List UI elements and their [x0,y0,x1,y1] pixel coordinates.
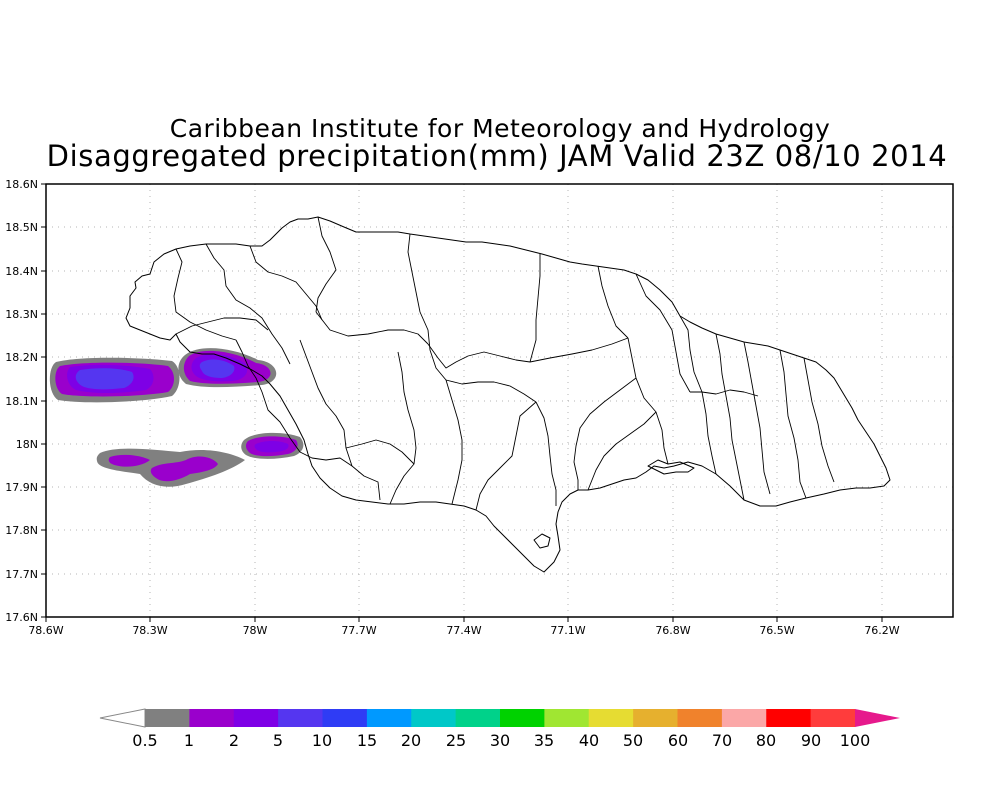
colorbar-boxes [145,709,856,727]
y-tick-label: 17.8N [5,524,38,537]
colorbar-label: 30 [490,731,510,750]
colorbar-box [500,709,545,727]
y-tick-label: 18N [16,438,38,451]
plot-frame [45,183,954,618]
colorbar-box [588,709,634,727]
colorbar-label: 35 [534,731,554,750]
colorbar-label: 80 [756,731,776,750]
colorbar-label: 50 [623,731,643,750]
colorbar-box [411,709,457,727]
y-tick-label: 17.9N [5,481,38,494]
precip-cell-west [49,357,180,403]
y-tick-label: 17.6N [5,611,38,624]
colorbar-box [233,709,279,727]
colorbar-box [544,709,590,727]
chart-title-institution: Caribbean Institute for Meteorology and … [169,114,831,143]
colorbar-label: 70 [712,731,732,750]
jamaica-coastline [125,216,891,573]
map-grid [46,184,953,617]
colorbar-box [455,709,501,727]
x-tick-label: 77.1W [550,624,585,637]
colorbar-labels: 0.5 1 2 5 10 15 20 25 30 35 40 50 60 70 … [132,731,870,750]
colorbar-box [766,709,812,727]
colorbar-label: 60 [668,731,688,750]
x-tick-label: 78.3W [132,624,167,637]
colorbar-label: 2 [229,731,239,750]
colorbar-label: 1 [184,731,194,750]
colorbar-box [322,709,368,727]
precip-cell-central [178,348,277,388]
y-tick-label: 18.5N [5,221,38,234]
x-axis-labels: 78.6W 78.3W 78W 77.7W 77.4W 77.1W 76.8W … [28,624,899,637]
x-tick-label: 78W [243,624,268,637]
colorbar-label: 15 [357,731,377,750]
colorbar-label: 20 [401,731,421,750]
x-tick-label: 78.6W [28,624,63,637]
jamaica-parish-boundaries [173,216,835,511]
colorbar: 0.5 1 2 5 10 15 20 25 30 35 40 50 60 70 … [99,708,900,750]
x-tick-label: 76.8W [655,624,690,637]
x-tick-label: 77.4W [446,624,481,637]
x-tick-label: 77.7W [341,624,376,637]
y-tick-label: 18.3N [5,308,38,321]
latitude-gridlines [46,226,953,575]
colorbar-box [810,709,856,727]
colorbar-label: 90 [801,731,821,750]
colorbar-under-triangle [99,708,146,728]
colorbar-box [366,709,412,727]
y-tick-label: 17.7N [5,568,38,581]
y-axis-labels: 17.6N 17.7N 17.8N 17.9N 18N 18.1N 18.2N … [5,178,38,624]
x-tick-label: 76.2W [864,624,899,637]
precip-cell-southwest [96,448,246,487]
colorbar-label: 100 [840,731,871,750]
colorbar-over-triangle [855,709,900,727]
colorbar-label: 25 [446,731,466,750]
x-tick-label: 76.5W [759,624,794,637]
colorbar-label: 5 [273,731,283,750]
colorbar-box [633,709,679,727]
colorbar-label: 10 [312,731,332,750]
y-tick-label: 18.4N [5,265,38,278]
colorbar-box [189,709,235,727]
precipitation-field [49,348,304,487]
colorbar-label: 40 [579,731,599,750]
colorbar-box [721,709,767,727]
colorbar-label: 0.5 [132,731,157,750]
y-tick-label: 18.2N [5,351,38,364]
chart-title: Disaggregated precipitation(mm) JAM Vali… [46,139,948,173]
axis-tick-marks [41,183,883,622]
colorbar-box [677,709,723,727]
precip-cell-south-central [241,432,304,459]
colorbar-box [145,709,190,727]
colorbar-box [278,709,324,727]
y-tick-label: 18.1N [5,395,38,408]
y-tick-label: 18.6N [5,178,38,191]
